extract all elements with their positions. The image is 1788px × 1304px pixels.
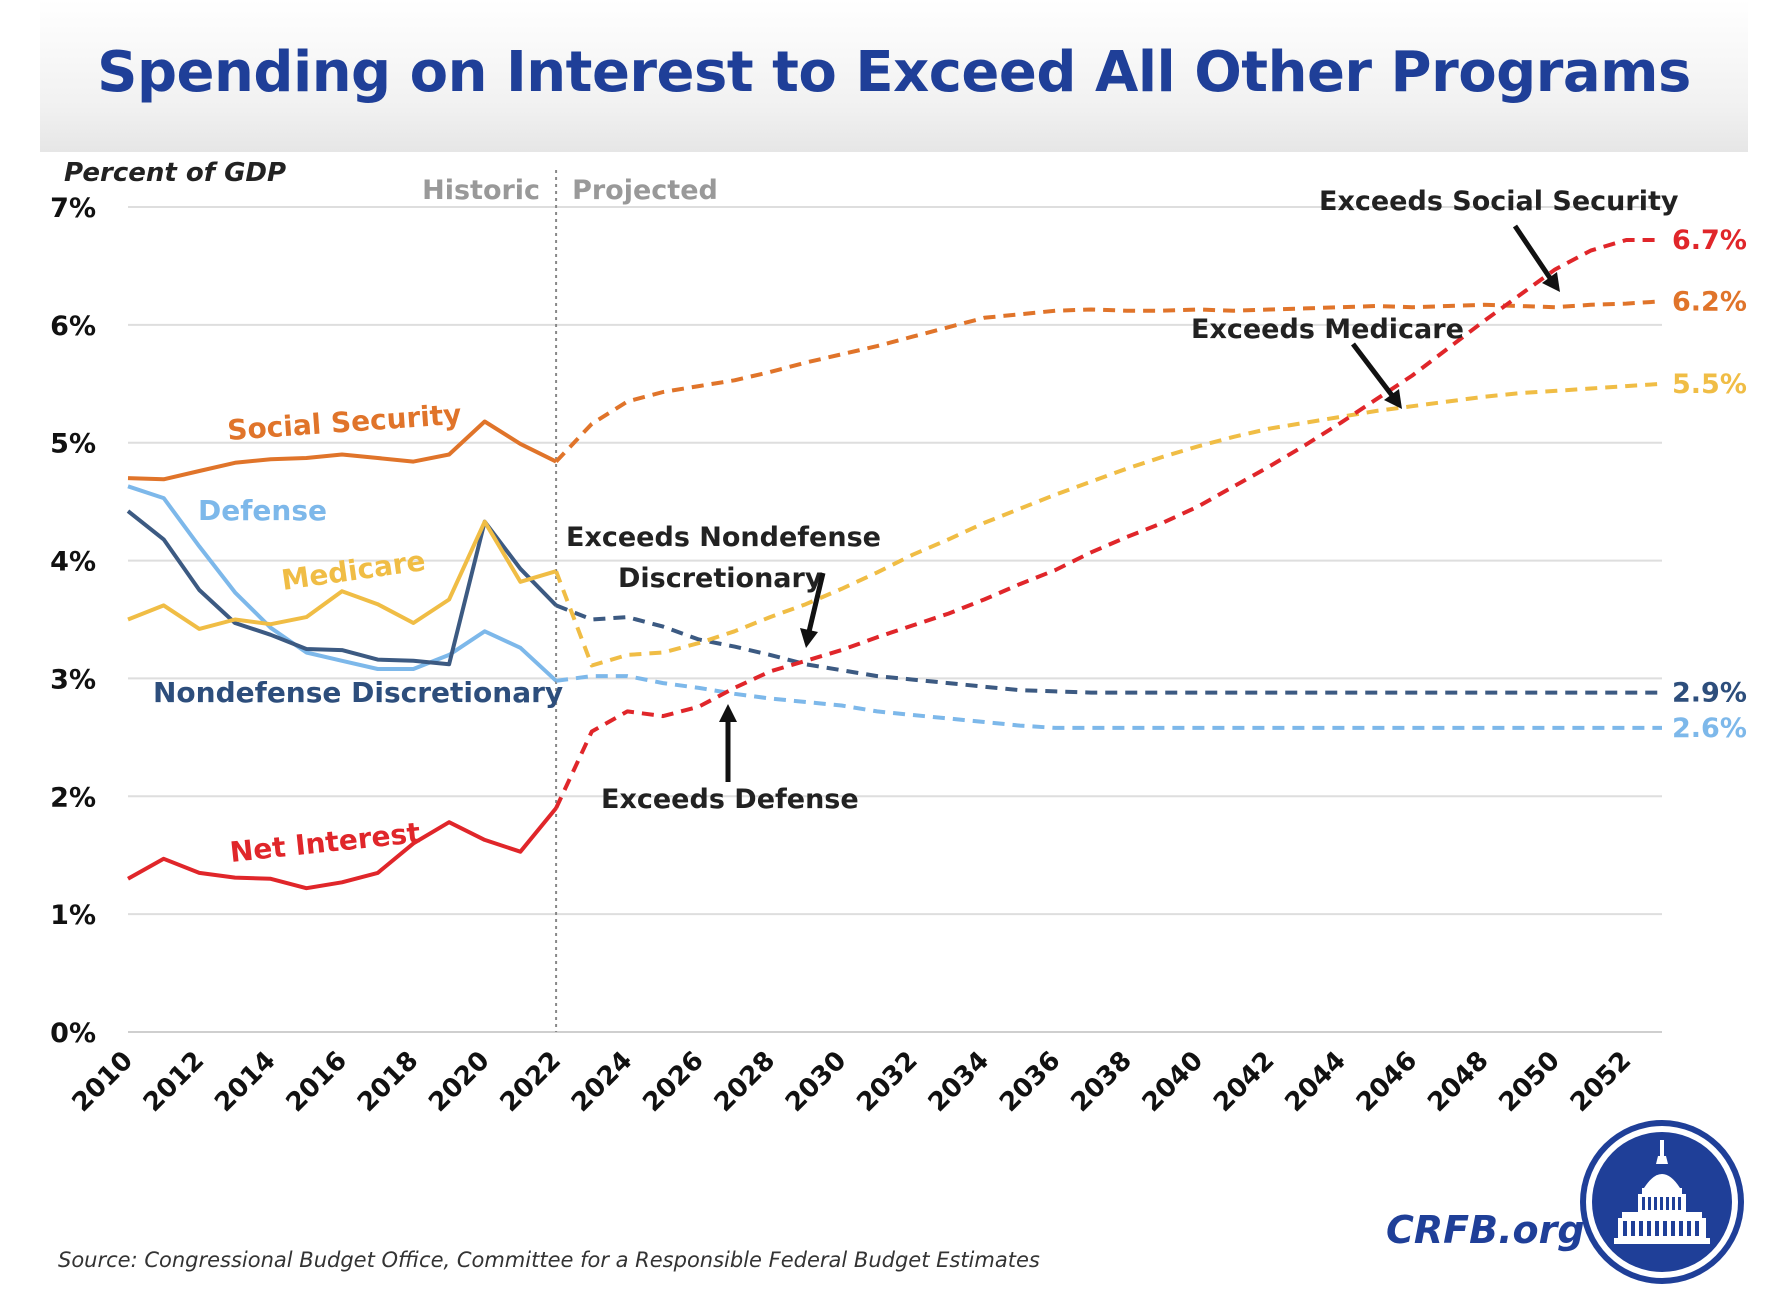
x-tick-label: 2044 [1279,1046,1351,1118]
medicare-historic-line [127,519,557,631]
defense-end-label: 2.6% [1672,713,1747,744]
x-tick-label: 2050 [1494,1046,1566,1118]
net-interest-projected-line [554,238,1662,809]
arrow-line [1512,224,1555,283]
x-tick-label: 2020 [423,1046,495,1118]
net-interest-historic-line [127,806,558,891]
x-tick-label: 2010 [67,1046,139,1118]
site-link[interactable]: CRFB.org [1386,1208,1585,1252]
net-interest-end-label: 6.7% [1672,225,1747,256]
y-tick-label: 1% [50,900,96,931]
arrow-head [719,704,737,722]
x-tick-label: 2046 [1351,1046,1423,1118]
arrow-line [1351,342,1396,400]
projected-label: Projected [572,175,718,206]
nondefense-discretionary-end-label: 2.9% [1672,678,1747,709]
y-tick-label: 7% [50,193,96,224]
annotation-exceeds-medicare: Exceeds Medicare [1191,314,1464,409]
y-tick-label: 2% [50,782,96,813]
medicare-end-label: 5.5% [1672,369,1747,400]
historic-label: Historic [422,175,540,206]
x-tick-label: 2026 [637,1046,709,1118]
social-security-end-label: 6.2% [1672,286,1747,317]
x-tick-label: 2048 [1422,1046,1494,1118]
x-tick-label: 2022 [495,1046,567,1118]
annotation-text: Exceeds Medicare [1191,314,1464,345]
x-tick-label: 2036 [994,1046,1066,1118]
x-tick-label: 2034 [923,1046,995,1118]
x-axis-ticks: 2010201220142016201820202022202420262028… [67,1046,1638,1118]
x-tick-label: 2016 [281,1046,353,1118]
y-tick-label: 0% [50,1018,96,1049]
annotation-exceeds-social-security: Exceeds Social Security [1319,186,1679,292]
x-tick-label: 2030 [780,1046,852,1118]
x-tick-label: 2012 [138,1046,210,1118]
chart-title: Spending on Interest to Exceed All Other… [97,40,1691,105]
series-label-defense: Defense [198,494,327,527]
x-tick-label: 2014 [209,1046,281,1118]
annotation-exceeds-nondefense: Exceeds Nondefense Discretionary [566,522,890,648]
annotation-text: Exceeds Nondefense Discretionary [566,522,890,594]
x-tick-label: 2028 [709,1046,781,1118]
annotation-exceeds-defense: Exceeds Defense [601,704,859,815]
social-security-projected-line [554,299,1663,463]
x-tick-label: 2040 [1137,1046,1209,1118]
y-tick-label: 4% [50,547,96,578]
end-value-labels: 2.6% 2.9% 5.5% 6.2% 6.7% [1672,225,1747,744]
nondefense-discretionary-projected-line [555,603,1662,695]
series-label-social-security: Social Security [226,398,462,447]
x-tick-label: 2042 [1208,1046,1280,1118]
source-note: Source: Congressional Budget Office, Com… [58,1248,1040,1272]
defense-projected-line [555,674,1662,730]
annotation-text: Exceeds Social Security [1319,186,1679,217]
defense-historic-line [127,484,558,683]
crfb-capitol-logo [1580,1120,1744,1284]
arrow-head [1542,272,1560,292]
arrow-head [800,628,818,648]
y-axis-ticks: 0% 1% 2% 3% 4% 5% 6% 7% [50,193,96,1049]
x-tick-label: 2024 [566,1046,638,1118]
x-tick-label: 2038 [1065,1046,1137,1118]
x-tick-label: 2052 [1565,1046,1637,1118]
social-security-historic-line [127,419,557,482]
series-lines [126,238,1663,891]
x-tick-label: 2032 [851,1046,923,1118]
gridlines [128,206,1662,1033]
y-tick-label: 5% [50,429,96,460]
y-tick-label: 3% [50,664,96,695]
arrow-line [805,572,826,637]
title-banner: Spending on Interest to Exceed All Other… [40,0,1748,152]
arrow-head [1384,389,1402,409]
series-label-medicare: Medicare [279,544,427,597]
y-axis-label: Percent of GDP [64,158,286,188]
y-tick-label: 6% [50,311,96,342]
series-label-nondefense: Nondefense Discretionary [153,676,563,709]
x-tick-label: 2018 [352,1046,424,1118]
annotation-text: Exceeds Defense [601,784,859,815]
